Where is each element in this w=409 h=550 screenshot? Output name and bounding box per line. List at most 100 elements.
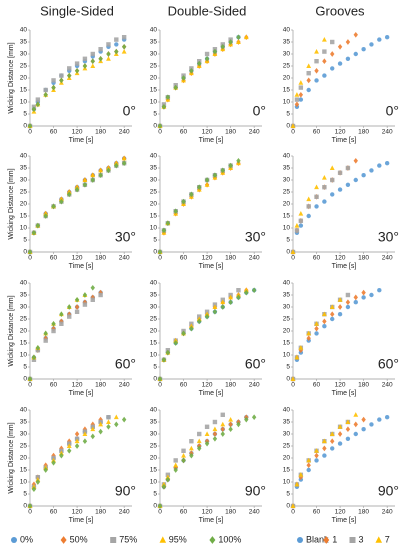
angle-label: 30°: [115, 229, 136, 245]
marker: [329, 304, 335, 309]
y-tick-label: 5: [23, 237, 27, 244]
marker: [67, 72, 72, 79]
column-title: Single-Sided: [40, 3, 114, 18]
marker: [290, 249, 296, 254]
y-tick-label: 15: [20, 87, 28, 94]
marker: [189, 452, 194, 459]
marker: [228, 299, 233, 306]
x-tick-label: 60: [313, 129, 321, 136]
marker: [51, 320, 56, 327]
marker: [314, 325, 319, 332]
x-tick-label: 60: [313, 255, 321, 262]
marker: [114, 42, 119, 47]
y-tick-label: 35: [150, 165, 158, 172]
y-tick-label: 40: [20, 153, 28, 160]
y-tick-label: 40: [150, 153, 158, 160]
marker: [353, 294, 358, 301]
x-tick-label: 240: [382, 382, 393, 389]
marker: [204, 51, 210, 57]
y-tick-label: 5: [286, 237, 290, 244]
marker: [121, 416, 127, 423]
marker: [196, 438, 202, 444]
marker: [82, 302, 88, 307]
marker: [330, 192, 335, 197]
angle-label: 0°: [253, 103, 266, 119]
marker: [322, 49, 327, 54]
marker: [314, 204, 319, 209]
marker: [353, 421, 358, 428]
marker: [314, 321, 319, 326]
marker: [337, 441, 343, 446]
marker: [204, 182, 210, 187]
marker: [59, 73, 64, 78]
marker: [236, 157, 241, 164]
marker: [349, 537, 356, 543]
marker: [59, 318, 64, 325]
marker: [90, 58, 95, 65]
y-tick-label: 5: [286, 364, 290, 371]
y-tick-label: 0: [286, 503, 290, 510]
marker: [67, 66, 72, 71]
marker: [228, 421, 233, 428]
x-axis-label: Time [s]: [69, 263, 94, 270]
marker: [98, 47, 103, 52]
x-tick-label: 180: [225, 255, 236, 262]
y-tick-label: 40: [20, 280, 28, 287]
x-tick-label: 60: [50, 382, 58, 389]
x-axis-label: Time [s]: [332, 263, 357, 270]
marker: [314, 458, 319, 463]
marker: [67, 447, 72, 454]
x-tick-label: 240: [249, 509, 260, 516]
marker: [236, 34, 241, 41]
angle-label: 60°: [378, 356, 399, 372]
y-tick-label: 20: [150, 455, 158, 462]
marker: [106, 56, 111, 61]
marker: [67, 191, 72, 198]
x-tick-label: 120: [202, 255, 213, 262]
marker: [110, 537, 117, 543]
marker: [204, 55, 210, 62]
y-tick-label: 40: [283, 280, 291, 287]
marker: [353, 177, 358, 183]
marker: [220, 304, 225, 310]
y-tick-label: 15: [150, 340, 158, 347]
legend-label: 95%: [169, 534, 187, 544]
y-tick-label: 10: [150, 225, 158, 232]
marker: [173, 84, 178, 91]
marker: [294, 222, 300, 228]
y-tick-label: 10: [150, 479, 158, 486]
x-tick-label: 180: [358, 129, 369, 136]
x-tick-label: 180: [225, 509, 236, 516]
marker: [314, 59, 319, 64]
marker: [322, 73, 327, 78]
x-tick-label: 120: [72, 382, 83, 389]
marker: [157, 503, 163, 509]
marker: [165, 94, 171, 101]
angle-label: 90°: [378, 483, 399, 499]
y-tick-label: 35: [283, 165, 291, 172]
marker: [98, 55, 103, 62]
marker: [330, 39, 335, 45]
marker: [322, 185, 327, 190]
marker: [189, 325, 194, 332]
marker: [82, 438, 88, 445]
x-tick-label: 120: [335, 255, 346, 262]
marker: [204, 313, 210, 320]
marker: [161, 356, 167, 363]
marker: [290, 376, 296, 381]
y-tick-label: 10: [283, 352, 291, 359]
marker: [361, 295, 366, 300]
marker: [345, 165, 351, 171]
marker: [345, 419, 351, 424]
marker: [82, 63, 88, 69]
marker: [181, 198, 186, 205]
marker: [337, 187, 343, 192]
marker: [82, 56, 88, 61]
x-tick-label: 120: [72, 255, 83, 262]
x-tick-label: 0: [28, 255, 32, 262]
y-tick-label: 20: [20, 201, 28, 208]
marker: [106, 167, 111, 174]
marker: [337, 304, 343, 310]
x-tick-label: 240: [119, 509, 130, 516]
y-tick-label: 10: [283, 225, 291, 232]
